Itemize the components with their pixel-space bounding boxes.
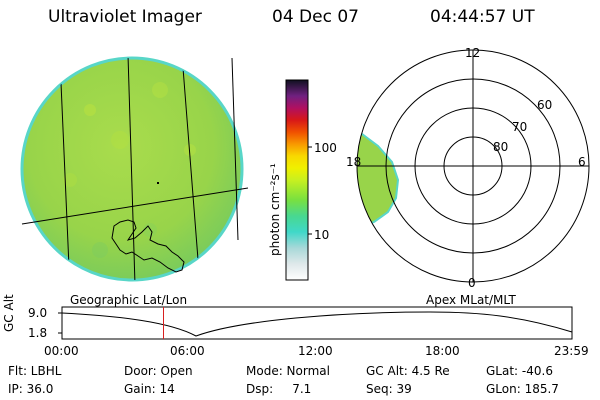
timeline-ytick-9: 9.0 [28, 306, 48, 320]
colorbar [285, 79, 312, 281]
timeline-ytick-1.8: 1.8 [28, 326, 48, 340]
timeline-xtick: 12:00 [298, 344, 333, 358]
time-label: 04:44:57 UT [430, 7, 535, 27]
meridian-line [181, 58, 201, 280]
geographic-panel-label: Geographic Lat/Lon [70, 293, 188, 307]
status-seq: Seq: 39 [366, 382, 412, 396]
timeline-xtick: 00:00 [44, 344, 79, 358]
mlat-label-60: 60 [537, 98, 553, 112]
meridian-line [59, 59, 71, 280]
polar-plot [356, 49, 590, 283]
status-filter: Flt: LBHL [8, 364, 62, 378]
colorbar-tick-100: 100 [314, 141, 337, 155]
status-gain: Gain: 14 [124, 382, 175, 396]
latitude-line [21, 187, 249, 225]
status-glon: GLon: 185.7 [486, 382, 559, 396]
status-door: Door: Open [124, 364, 193, 378]
apex-panel-label: Apex MLat/MLT [426, 293, 516, 307]
mlat-label-70: 70 [512, 120, 528, 134]
status-mode: Mode: Normal [246, 364, 330, 378]
status-ip: IP: 36.0 [8, 382, 54, 396]
status-dsp: Dsp: 7.1 [246, 382, 312, 396]
meridian-line [127, 58, 136, 280]
status-gc-alt: GC Alt: 4.5 Re [366, 364, 450, 378]
status-glat: GLat: -40.6 [486, 364, 553, 378]
timeline-xtick: 23:59 [554, 344, 589, 358]
meridian-line [231, 57, 239, 241]
instrument-title: Ultraviolet Imager [48, 7, 202, 27]
date-label: 04 Dec 07 [272, 7, 359, 27]
colorbar-unit-label: photon cm⁻²s⁻¹ [268, 163, 282, 256]
timeline-xtick: 18:00 [425, 344, 460, 358]
timeline-xtick: 06:00 [170, 344, 205, 358]
mlt-label-18: 18 [346, 155, 362, 169]
marker-dot [157, 182, 159, 184]
geographic-disk-image [20, 56, 249, 282]
mlat-label-80: 80 [493, 140, 509, 154]
altitude-curve [61, 311, 573, 337]
mlt-label-12: 12 [465, 46, 481, 60]
mlt-label-6: 6 [578, 155, 586, 169]
timeline-ylabel: GC Alt [2, 294, 16, 332]
timeline-plot [58, 306, 573, 340]
colorbar-tick-10: 10 [314, 228, 330, 242]
mlt-label-0: 0 [468, 276, 476, 290]
coastline [111, 219, 185, 273]
